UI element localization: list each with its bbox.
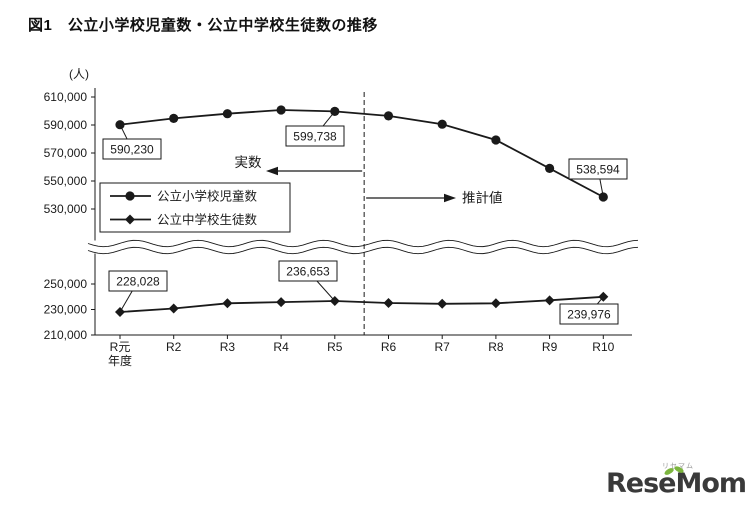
resemom-logo-text: ReseMom xyxy=(606,468,747,499)
estimate-label: 推計値 xyxy=(462,191,503,206)
annotation-label: 590,230 xyxy=(110,143,154,157)
unit-label: (人) xyxy=(69,67,89,81)
series-line xyxy=(119,295,604,313)
axis-break-wave xyxy=(87,246,639,255)
series-line xyxy=(119,109,604,198)
y-tick-label: 250,000 xyxy=(44,277,88,291)
circle-marker xyxy=(437,119,447,129)
annotation-box xyxy=(278,260,338,282)
x-tick-label: R5 xyxy=(327,340,343,354)
x-tick-label: R7 xyxy=(435,340,451,354)
circle-marker xyxy=(383,111,394,121)
diamond-marker xyxy=(115,307,125,318)
x-tick-label: R2 xyxy=(166,340,182,354)
annotation-box xyxy=(559,303,619,325)
diamond-marker xyxy=(125,214,135,225)
diamond-marker xyxy=(544,295,555,306)
circle-marker xyxy=(169,113,179,123)
x-tick-label: R10 xyxy=(592,340,614,354)
circle-marker xyxy=(222,109,232,119)
x-tick-label: R6 xyxy=(381,340,397,354)
y-tick-label: 590,000 xyxy=(44,118,88,132)
circle-marker xyxy=(545,163,555,173)
annotation-label: 236,653 xyxy=(286,265,330,279)
x-tick-label: 年度 xyxy=(108,353,132,368)
annotation-label: 599,738 xyxy=(293,130,337,144)
circle-marker xyxy=(276,105,286,115)
legend-label-juniorhigh: 公立中学校生徒数 xyxy=(157,212,258,227)
y-tick-label: 230,000 xyxy=(44,303,88,317)
resemom-logo: リセマム ReseMom xyxy=(606,461,747,499)
annotation-label: 228,028 xyxy=(116,275,160,289)
diamond-marker xyxy=(383,297,394,308)
legend-box xyxy=(99,182,291,233)
annotations: 590,230 599,738 538,594 228,028 236,653 239,9… xyxy=(102,111,628,325)
diamond-marker xyxy=(222,298,233,309)
diamond-marker xyxy=(276,297,287,308)
annotation-box xyxy=(102,138,162,160)
axis-break-wave xyxy=(87,239,639,248)
line-chart: (人) 610,000 590,000 570,000 550,000 530,000 25… xyxy=(44,67,639,368)
annotation-label: 538,594 xyxy=(576,163,620,177)
right-arrowhead-icon xyxy=(444,193,456,203)
actual-label: 実数 xyxy=(235,155,262,170)
circle-marker xyxy=(598,192,608,202)
x-tick-label: R9 xyxy=(542,340,558,354)
circle-marker xyxy=(125,191,135,201)
figure-title: 図1 公立小学校児童数・公立中学校生徒数の推移 xyxy=(28,17,378,34)
y-tick-label: 570,000 xyxy=(44,146,88,160)
x-tick-label: R元 xyxy=(110,340,131,354)
annotation-box xyxy=(108,270,168,292)
series-1 xyxy=(115,291,609,318)
left-arrowhead-icon xyxy=(266,166,278,176)
y-tick-label: 550,000 xyxy=(44,174,88,188)
axes: (人) 610,000 590,000 570,000 550,000 530,000 25… xyxy=(44,67,639,368)
annotation-label: 239,976 xyxy=(567,308,611,322)
x-tick-label: R3 xyxy=(220,340,236,354)
annotation-box xyxy=(568,158,628,180)
annotation-box xyxy=(285,125,345,147)
circle-marker xyxy=(491,135,501,145)
diamond-marker xyxy=(168,303,179,314)
x-tick-label: R4 xyxy=(273,340,289,354)
diamond-marker xyxy=(490,298,501,309)
legend-label-elementary: 公立小学校児童数 xyxy=(157,189,258,204)
diamond-marker xyxy=(437,298,448,309)
y-tick-label: 610,000 xyxy=(44,90,88,104)
y-tick-label: 530,000 xyxy=(44,202,88,216)
x-tick-label: R8 xyxy=(488,340,504,354)
series-0 xyxy=(115,105,608,202)
y-tick-label: 210,000 xyxy=(44,328,88,342)
